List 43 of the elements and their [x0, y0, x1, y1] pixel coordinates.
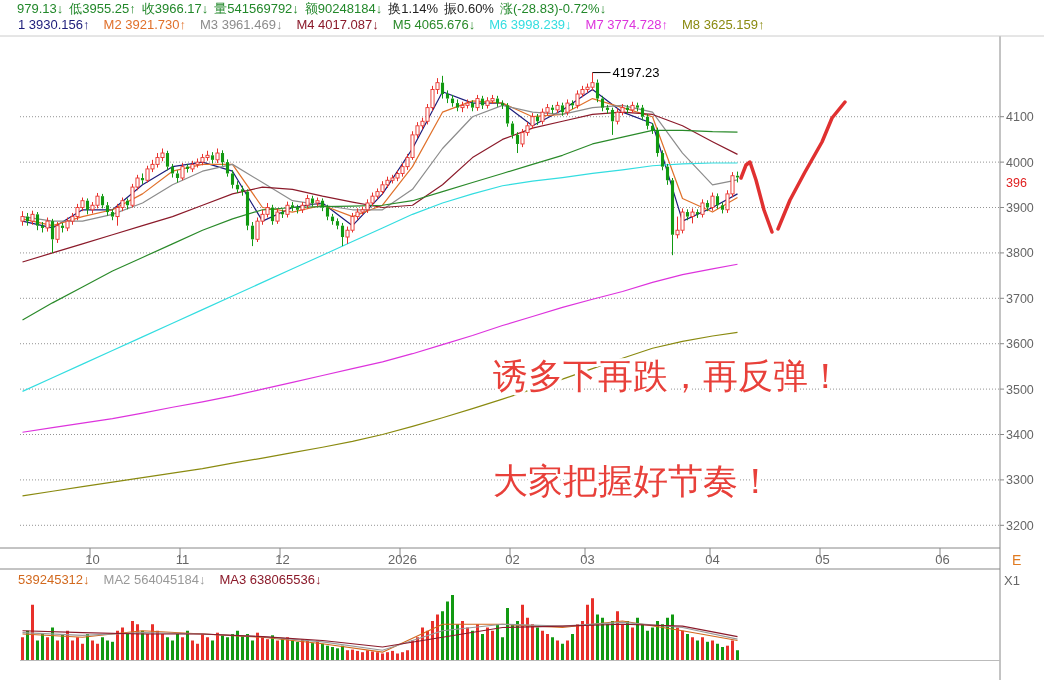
annotation: 4197.23 [612, 65, 660, 81]
legend: M5 4065.676↓ [392, 17, 476, 32]
x-tick-label: 10 [85, 552, 100, 567]
legend: MA2 564045184↓ [103, 572, 206, 587]
y-tick-label: 3900 [1006, 201, 1034, 216]
legend: M2 3921.730↑ [103, 17, 186, 32]
legend: M4 4017.087↓ [296, 17, 379, 32]
x-tick-label: 03 [580, 552, 595, 567]
annotation: 396 [1006, 176, 1027, 191]
legend: M7 3774.728↑ [585, 17, 668, 32]
annotation: 换1.14% [388, 1, 439, 16]
annotation: E [1012, 552, 1022, 568]
y-tick-label: 3600 [1006, 337, 1034, 352]
x-tick-label: 12 [275, 552, 290, 567]
annotation: 振0.60% [444, 1, 494, 16]
x-tick-label: 02 [505, 552, 520, 567]
y-tick-label: 4000 [1006, 155, 1034, 170]
annotation: 额90248184↓ [304, 1, 383, 16]
annotation: 涨(-28.83)-0.72%↓ [499, 1, 607, 16]
legend: M3 3961.469↓ [200, 17, 283, 32]
annotation: 量541569792↓ [214, 1, 299, 16]
x-tick-label: 2026 [388, 552, 417, 567]
y-tick-label: 4100 [1006, 110, 1034, 125]
y-tick-label: 3700 [1006, 291, 1034, 306]
y-tick-label: 3500 [1006, 382, 1034, 397]
x-tick-label: 04 [705, 552, 720, 567]
annotation: X1 [1004, 573, 1020, 588]
x-tick-label: 06 [935, 552, 950, 567]
x-tick-label: 05 [815, 552, 830, 567]
annotation: 收3966.17↓ [141, 1, 209, 16]
y-tick-label: 3200 [1006, 518, 1034, 533]
x-tick-label: 11 [175, 552, 190, 567]
y-tick-label: 3400 [1006, 428, 1034, 442]
annotation: 979.13↓ [17, 1, 64, 16]
legend: M8 3625.159↑ [682, 17, 765, 32]
annotation: 大家把握好节奏！ [493, 461, 773, 500]
y-tick-label: 3300 [1006, 473, 1034, 488]
legend: M6 3998.239↓ [489, 17, 572, 32]
legend: 539245312↓ [18, 572, 90, 587]
legend: MA3 638065536↓ [219, 572, 322, 587]
legend: 1 3930.156↑ [18, 17, 90, 32]
annotation: 低3955.25↑ [69, 1, 136, 16]
y-tick-label: 3800 [1006, 246, 1034, 261]
